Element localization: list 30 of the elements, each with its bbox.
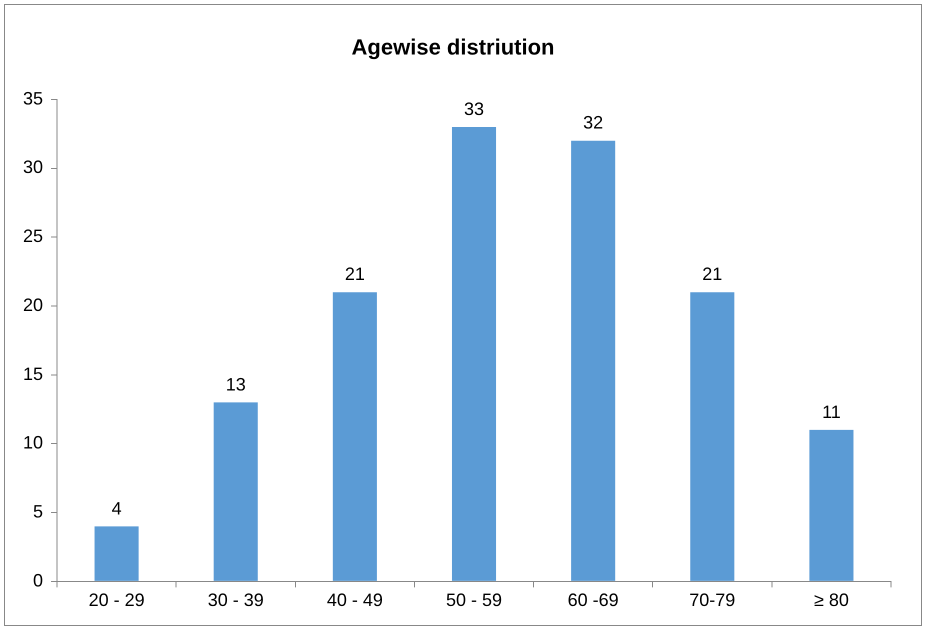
y-tick-label: 5 bbox=[33, 502, 44, 522]
data-label: 4 bbox=[112, 498, 122, 518]
x-tick-label: 70-79 bbox=[689, 590, 736, 610]
y-tick-label: 0 bbox=[33, 570, 44, 590]
x-tick-label: 60 -69 bbox=[568, 590, 619, 610]
x-tick-label: 20 - 29 bbox=[88, 590, 145, 610]
y-tick-label: 35 bbox=[22, 88, 44, 108]
bar bbox=[809, 430, 854, 581]
data-label: 32 bbox=[583, 112, 604, 133]
bar bbox=[571, 140, 616, 581]
x-tick-label: ≥ 80 bbox=[814, 590, 849, 610]
bar bbox=[94, 526, 139, 581]
data-label: 13 bbox=[226, 374, 246, 394]
y-tick-label: 15 bbox=[22, 364, 44, 384]
bar bbox=[332, 292, 377, 581]
data-label: 11 bbox=[822, 402, 841, 422]
x-tick-label: 50 - 59 bbox=[446, 590, 502, 610]
bar bbox=[690, 292, 734, 581]
chart-title: Agewise distriution bbox=[352, 34, 554, 60]
data-label: 21 bbox=[702, 264, 722, 284]
x-tick-label: 40 - 49 bbox=[326, 590, 383, 610]
y-tick-label: 10 bbox=[22, 432, 44, 453]
data-label: 33 bbox=[464, 98, 484, 119]
data-label: 21 bbox=[344, 264, 365, 284]
bar bbox=[452, 126, 496, 581]
y-tick-label: 25 bbox=[22, 226, 44, 246]
y-tick-label: 20 bbox=[22, 294, 44, 315]
bar bbox=[214, 402, 258, 581]
y-tick-label: 30 bbox=[22, 157, 44, 178]
x-tick-label: 30 - 39 bbox=[208, 590, 264, 610]
